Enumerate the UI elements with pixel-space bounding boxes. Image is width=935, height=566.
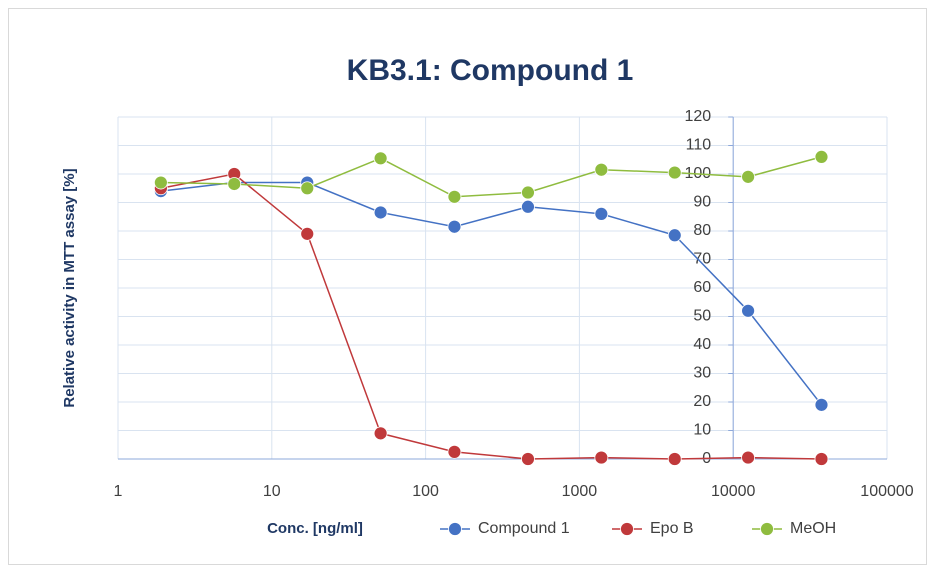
x-tick-label: 100 [412, 483, 439, 500]
data-point [373, 205, 388, 220]
x-axis-label: Conc. [ng/ml] [267, 520, 363, 537]
x-tick-label: 1000 [562, 483, 598, 500]
y-tick-label: 80 [693, 222, 711, 239]
y-tick-label: 50 [693, 308, 711, 325]
chart-title: KB3.1: Compound 1 [347, 54, 634, 87]
legend-label: MeOH [790, 520, 836, 537]
legend-label: Epo B [650, 520, 694, 537]
data-point [153, 175, 168, 190]
data-point [521, 185, 535, 200]
data-point [447, 444, 462, 459]
y-tick-label: 40 [693, 336, 711, 353]
data-point [667, 452, 682, 466]
x-tick-label: 100000 [860, 483, 913, 500]
data-point [447, 189, 462, 204]
data-point [741, 303, 756, 318]
y-tick-label: 70 [693, 251, 711, 268]
data-point [667, 228, 682, 243]
x-tick-label: 10000 [711, 483, 756, 500]
data-point [814, 149, 829, 164]
y-tick-label: 30 [693, 365, 711, 382]
legend-marker [448, 522, 462, 536]
data-point [814, 452, 829, 466]
data-point [300, 226, 315, 241]
y-tick-label: 20 [693, 393, 711, 410]
y-axis-label: Relative activity in MTT assay [%] [61, 168, 78, 407]
data-point [227, 177, 242, 191]
x-tick-label: 10 [263, 483, 281, 500]
x-tick-label: 1 [114, 483, 123, 500]
y-tick-label: 120 [684, 108, 711, 125]
legend-label: Compound 1 [478, 520, 570, 537]
data-point [447, 219, 462, 234]
data-point [814, 397, 829, 412]
series-line [160, 156, 822, 198]
data-point [594, 450, 609, 465]
data-point [667, 165, 682, 180]
series-line [160, 173, 822, 460]
data-point [594, 206, 609, 221]
legend-marker [760, 522, 774, 536]
data-point [373, 151, 388, 166]
data-point [373, 426, 388, 441]
chart-border [8, 8, 927, 565]
data-point [300, 181, 315, 196]
legend-marker [620, 522, 634, 536]
y-tick-label: 110 [686, 137, 712, 154]
data-point [521, 452, 535, 466]
data-point [594, 162, 609, 177]
y-tick-label: 60 [693, 279, 711, 296]
data-point [741, 169, 756, 184]
y-tick-label: 10 [693, 422, 711, 439]
series-line [160, 181, 823, 406]
y-tick-label: 90 [693, 194, 711, 211]
data-point [521, 199, 535, 214]
data-point [741, 450, 756, 465]
